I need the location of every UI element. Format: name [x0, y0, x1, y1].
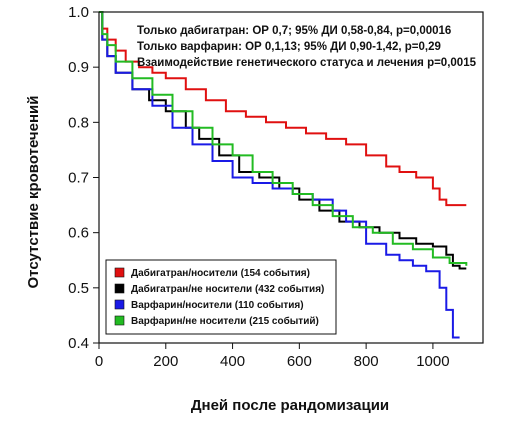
x-tick-label: 400 [220, 353, 245, 370]
y-tick-label: 0.7 [68, 170, 89, 187]
legend-swatch-warfarin-noncarriers [114, 315, 125, 326]
y-tick-label: 0.8 [68, 114, 89, 131]
annotation-warfarin: Только варфарин: ОР 0,1,13; 95% ДИ 0,90-… [137, 41, 441, 53]
legend-label-warfarin-noncarriers: Варфарин/не носители (215 событий) [131, 315, 319, 327]
series-layer [99, 11, 468, 339]
x-tick-label: 600 [287, 353, 312, 370]
y-tick-label: 1.0 [68, 4, 89, 21]
legend-box [105, 259, 337, 335]
series-dabigatran-carriers [99, 11, 467, 207]
x-tick-label: 0 [95, 353, 103, 370]
x-tick-label: 1000 [416, 353, 449, 370]
legend-label-warfarin-carriers: Варфарин/носители (110 события) [131, 299, 304, 311]
x-tick-label: 200 [153, 353, 178, 370]
annotation-interaction: Взаимодействие генетического статуса и л… [137, 57, 477, 69]
legend-swatch-warfarin-carriers [114, 299, 125, 310]
y-tick-label: 0.4 [68, 335, 89, 352]
legend: Дабигатран/носители (154 события) Дабига… [105, 259, 337, 335]
y-tick-label: 0.5 [68, 280, 89, 297]
legend-label-dabigatran-carriers: Дабигатран/носители (154 события) [131, 267, 310, 279]
axes-layer: 0 200 400 600 800 1000 0.4 0.5 0.6 0.7 0.8 0.9 1.0 [68, 4, 449, 370]
x-axis-title: Дней после рандомизации [191, 397, 389, 414]
y-tick-label: 0.9 [68, 59, 89, 76]
y-axis-title: Отсутствие кровотечений [25, 96, 42, 289]
legend-swatch-dabigatran-carriers [114, 267, 125, 278]
legend-label-dabigatran-noncarriers: Дабигатран/не носители (432 события) [131, 283, 324, 295]
x-tick-label: 800 [354, 353, 379, 370]
legend-swatch-dabigatran-noncarriers [114, 283, 125, 294]
annotation-dabigatran: Только дабигатран: ОР 0,7; 95% ДИ 0,58-0… [137, 25, 451, 37]
series-warfarin-noncarriers [99, 11, 468, 266]
y-tick-label: 0.6 [68, 225, 89, 242]
